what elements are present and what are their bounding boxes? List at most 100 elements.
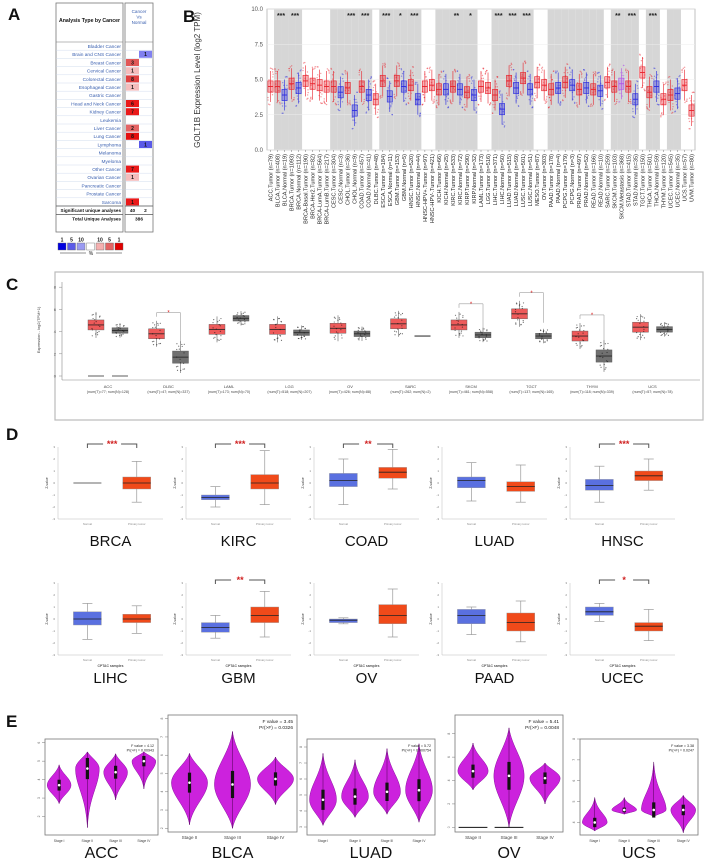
sample-point xyxy=(349,100,351,102)
sample-point xyxy=(337,101,339,103)
sample-point xyxy=(330,68,333,70)
sample-point xyxy=(120,335,123,337)
sample-point xyxy=(288,67,291,70)
sample-point xyxy=(502,123,504,125)
sample-point xyxy=(214,331,216,334)
sample-point xyxy=(633,102,636,104)
sample-point xyxy=(119,334,121,337)
sample-point xyxy=(679,74,681,77)
sample-point xyxy=(605,94,607,96)
sample-point xyxy=(120,334,123,336)
y-tick-label: 4 xyxy=(572,821,576,823)
p-value: Pr(>F) = 0.0048 xyxy=(525,725,559,731)
sample-point xyxy=(612,68,614,70)
sample-point xyxy=(285,75,288,78)
sample-point xyxy=(582,339,585,342)
y-tick-label: -2 xyxy=(564,505,567,509)
sample-point xyxy=(447,106,450,108)
cancer-type-label: Melanoma xyxy=(99,151,122,157)
category-label: OV xyxy=(347,384,353,389)
sample-point xyxy=(326,68,329,70)
sample-point xyxy=(394,312,396,314)
sample-point xyxy=(296,72,299,75)
sample-point xyxy=(419,115,421,118)
sample-point xyxy=(521,94,523,96)
sample-point xyxy=(539,329,542,331)
sample-point xyxy=(176,369,179,371)
sample-point xyxy=(636,315,638,318)
sample-point xyxy=(573,102,576,104)
sample-point xyxy=(640,336,642,338)
significance-bracket xyxy=(598,443,616,448)
sample-point xyxy=(657,104,660,106)
y-tick-label: 2 xyxy=(53,457,55,461)
sample-point xyxy=(517,105,520,107)
sample-point xyxy=(643,326,645,328)
sample-point xyxy=(292,99,295,101)
sample-point xyxy=(520,93,522,96)
sample-point xyxy=(436,90,438,92)
sample-point xyxy=(381,96,383,99)
sample-point xyxy=(152,344,155,346)
sample-point xyxy=(480,330,482,332)
sample-point xyxy=(419,112,421,115)
legend-swatch xyxy=(67,242,76,251)
sample-point xyxy=(596,81,599,83)
sample-point xyxy=(573,96,575,98)
sample-point xyxy=(541,66,544,68)
sample-point xyxy=(396,328,399,330)
sample-point xyxy=(213,319,215,321)
sample-point xyxy=(285,105,287,107)
y-tick-label: 2 xyxy=(309,457,311,461)
sample-point xyxy=(321,102,323,105)
boxplot-ucec: -3 -2 -1 0 1 2 3 Z-value Normal Primary tumor * CPT… xyxy=(557,575,675,687)
overexpression-count: 8 xyxy=(131,134,134,140)
sample-point xyxy=(509,64,511,67)
sample-point xyxy=(604,368,606,370)
category-counts: (num(T)=77; num(N)=128) xyxy=(87,390,129,394)
sample-point xyxy=(496,76,498,78)
y-tick-label: -1 xyxy=(308,493,311,497)
sample-point xyxy=(688,120,691,123)
sample-point xyxy=(411,66,414,68)
sample-point xyxy=(94,319,96,321)
sample-point xyxy=(656,74,659,76)
sample-point xyxy=(341,334,343,336)
sample-point xyxy=(400,68,402,70)
sample-point xyxy=(333,336,335,339)
sample-point xyxy=(405,103,408,105)
sample-point xyxy=(664,334,666,336)
sample-point xyxy=(335,331,338,333)
sample-point xyxy=(661,324,663,327)
sample-point xyxy=(274,324,277,326)
overexpression-cell xyxy=(126,165,139,173)
sample-point xyxy=(433,98,435,100)
sample-point xyxy=(395,331,398,333)
sample-point xyxy=(605,88,607,90)
sample-point xyxy=(560,103,562,105)
sample-point xyxy=(284,87,286,90)
sample-point xyxy=(566,63,568,65)
stage-label: Stage IV xyxy=(677,839,691,843)
sample-point xyxy=(554,72,557,74)
sample-point xyxy=(545,98,548,100)
violin-plot-blca: 2 3 4 5 6 7 8 Stage II Stage III Stage IV F value … xyxy=(160,714,298,862)
sample-point xyxy=(603,99,606,102)
sample-point xyxy=(317,74,319,76)
sample-point xyxy=(611,69,613,72)
sample-point xyxy=(296,334,299,336)
significance-mark: *** xyxy=(649,13,657,20)
sample-point xyxy=(391,103,393,105)
sample-point xyxy=(444,98,446,101)
sample-point xyxy=(688,97,691,99)
x-tick-label: LUSC.Tumor (n=501) xyxy=(521,154,527,208)
sample-point xyxy=(576,82,579,84)
x-tick-label: TGCT.Tumor (n=150) xyxy=(640,154,646,207)
sample-point xyxy=(674,111,676,113)
sample-point xyxy=(576,105,578,107)
sample-point xyxy=(267,99,269,101)
overexpression-count: 1 xyxy=(131,69,134,75)
sample-point xyxy=(369,83,372,85)
sample-point xyxy=(351,128,353,130)
sample-point xyxy=(394,95,396,98)
